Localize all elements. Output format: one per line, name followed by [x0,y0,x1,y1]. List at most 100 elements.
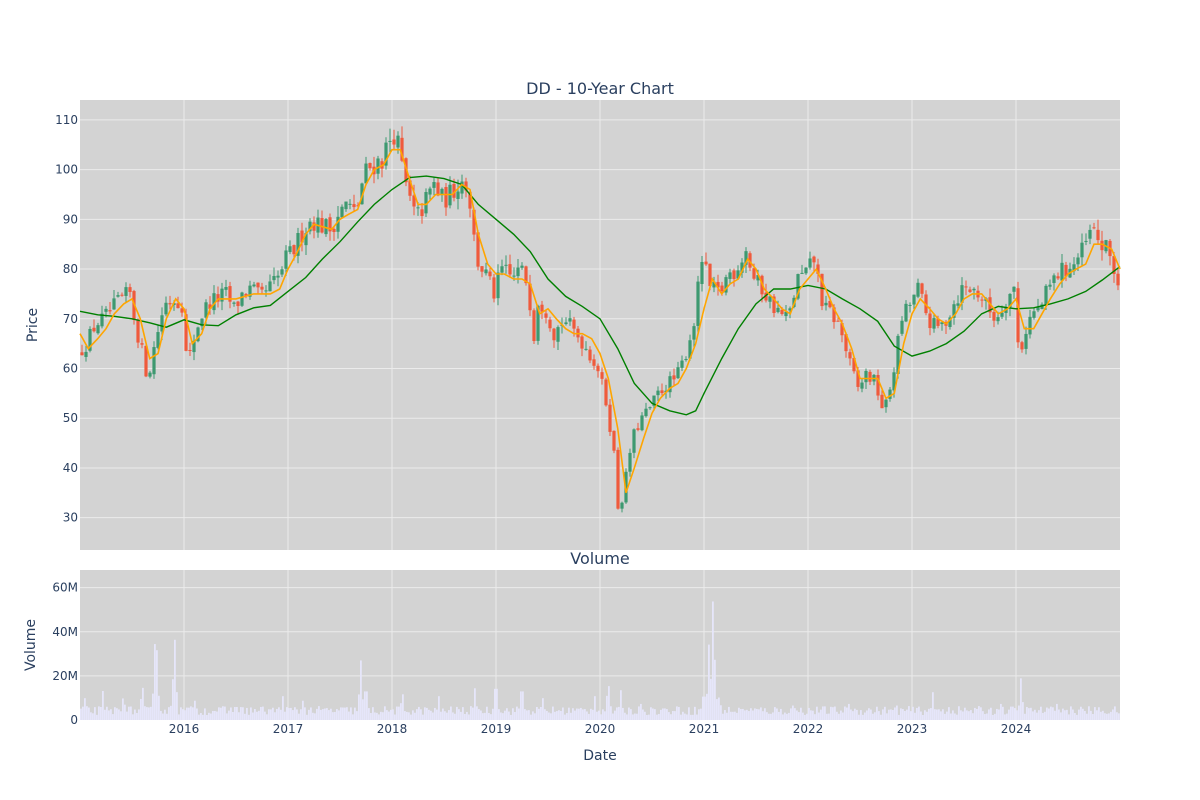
candle-body [608,404,612,432]
volume-y-tick-label: 60M [52,581,78,595]
candle-body [668,376,672,393]
candle-body [108,310,112,312]
x-tick-label: 2021 [689,722,720,736]
candle-body [416,207,420,209]
volume-bar [406,711,408,720]
volume-bar [714,659,716,720]
volume-bar [224,706,226,720]
candle-body [676,367,680,379]
candle-body [128,287,132,292]
candle-body [580,336,584,349]
candle-body [1064,264,1068,277]
volume-bar [534,713,536,720]
volume-bar [500,712,502,720]
volume-bar [288,708,290,720]
volume-bar [268,709,270,720]
candle-body [320,218,324,233]
volume-bar [456,706,458,720]
volume-bar [830,706,832,720]
volume-bar [86,706,88,720]
volume-bar [746,709,748,720]
volume-bar [208,712,210,720]
candle-body [1008,293,1012,308]
volume-bar [226,713,228,720]
volume-bar [848,703,850,720]
candle-body [672,375,676,380]
volume-bar [980,707,982,720]
volume-bar [400,703,402,720]
volume-bar [908,706,910,720]
volume-bar [910,711,912,720]
volume-bar [1100,711,1102,720]
candle-body [824,302,828,306]
price-y-tick-label: 90 [63,212,78,226]
volume-bars[interactable] [80,601,1120,720]
volume-bar [92,713,94,720]
volume-bar [806,713,808,720]
candle-body [148,372,152,377]
volume-bar [244,713,246,720]
volume-bar [156,650,158,720]
volume-bar [610,706,612,720]
candle-body [1096,229,1100,241]
volume-bar [778,711,780,720]
volume-bar [586,711,588,720]
candle-body [752,268,756,279]
volume-bar [484,712,486,720]
volume-bar [502,713,504,720]
volume-bar [1094,707,1096,720]
candle-body [436,182,440,196]
volume-y-axis-label: Volume [23,619,39,671]
volume-bar [1014,708,1016,720]
candle-body [992,311,996,321]
candle-body [952,304,956,318]
volume-bar [968,711,970,720]
volume-bar [808,707,810,720]
volume-bar [460,711,462,720]
candle-body [788,308,792,311]
volume-bar [150,706,152,720]
volume-bar [174,639,176,720]
candle-body [420,209,424,217]
x-tick-label: 2023 [897,722,928,736]
volume-bar [984,714,986,720]
volume-bar [160,710,162,720]
volume-bar [408,712,410,720]
volume-bar [608,686,610,720]
candle-body [400,137,404,161]
candle-body [556,327,560,342]
candle-body [276,275,280,278]
candle-body [936,318,940,326]
candle-body [288,246,292,253]
volume-bar [200,713,202,720]
volume-bar [688,707,690,720]
volume-bar [128,706,130,720]
volume-bar [820,709,822,720]
volume-bar [718,697,720,720]
candle-body [184,314,188,351]
candle-body [692,326,696,340]
candle-body [732,270,736,280]
candle-body [508,264,512,275]
volume-bar [1102,710,1104,720]
candle-body [804,267,808,274]
volume-bar [202,714,204,720]
candle-body [532,310,536,342]
volume-bar [686,714,688,720]
candle-body [228,286,232,302]
volume-bar [130,706,132,720]
candle-body [176,303,180,309]
volume-bar [314,713,316,720]
volume-bar [572,708,574,720]
volume-bar [596,711,598,720]
volume-bar [204,708,206,720]
candle-body [1048,284,1052,287]
volume-bar [184,710,186,720]
candle-body [660,390,664,394]
candle-body [928,313,932,329]
volume-bar [958,706,960,720]
volume-bar [914,712,916,720]
candle-body [628,452,632,472]
candle-body [880,394,884,409]
